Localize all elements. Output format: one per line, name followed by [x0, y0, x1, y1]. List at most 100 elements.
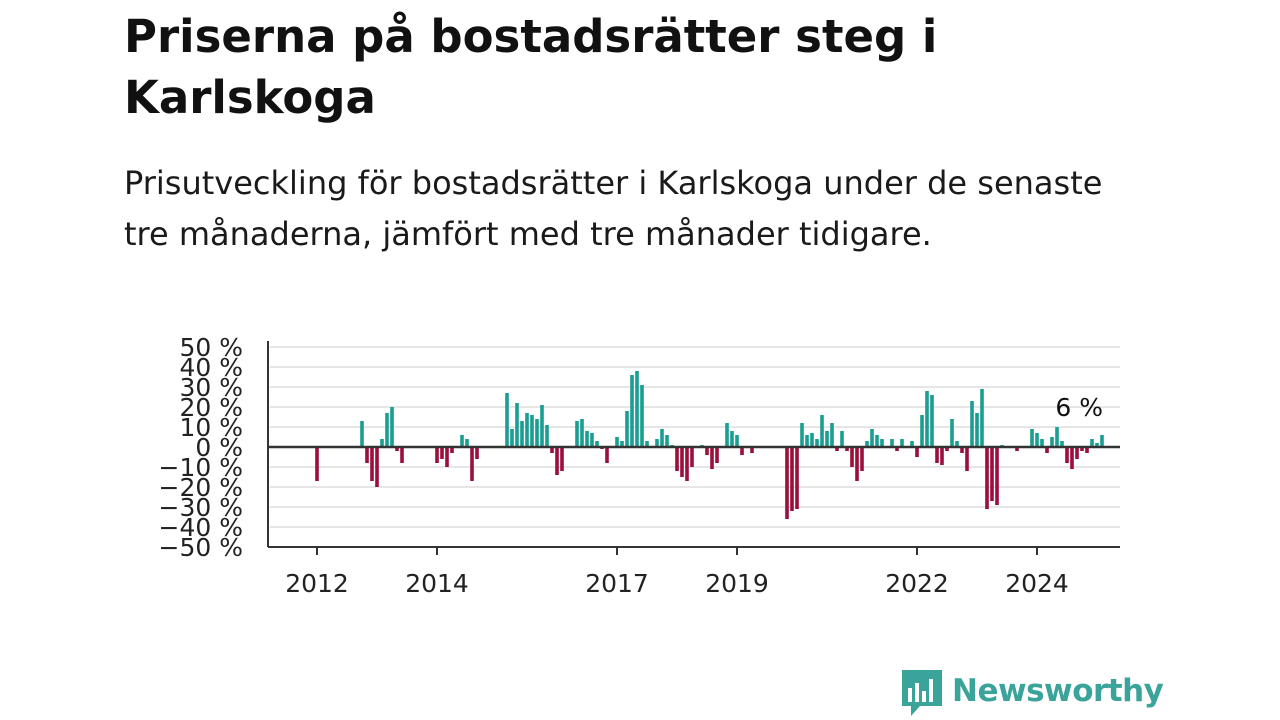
y-tick-label: −40 %: [159, 513, 243, 542]
bar: [705, 447, 709, 455]
bar: [675, 447, 679, 471]
bar: [880, 439, 884, 447]
bar: [460, 435, 464, 447]
newsworthy-logo[interactable]: Newsworthy: [902, 670, 1164, 720]
bar: [900, 439, 904, 447]
bar: [870, 429, 874, 447]
bar: [465, 439, 469, 447]
brand-name: Newsworthy: [952, 673, 1164, 709]
bar: [640, 385, 644, 447]
bar: [715, 447, 719, 463]
bar: [920, 415, 924, 447]
bar: [1070, 447, 1074, 469]
bar: [960, 447, 964, 453]
bar: [645, 441, 649, 447]
bar: [1055, 427, 1059, 447]
y-tick-label: −20 %: [159, 473, 243, 502]
bar: [925, 391, 929, 447]
bar: [585, 431, 589, 447]
bar: [365, 447, 369, 463]
bar: [510, 429, 514, 447]
bar: [375, 447, 379, 487]
bar: [740, 447, 744, 455]
bar: [380, 439, 384, 447]
bar: [685, 447, 689, 481]
bar: [850, 447, 854, 467]
bar: [635, 371, 639, 447]
bar: [895, 447, 899, 451]
bar: [1045, 447, 1049, 453]
bar: [845, 447, 849, 451]
bar: [545, 425, 549, 447]
bar: [735, 435, 739, 447]
bar: [940, 447, 944, 465]
bar: [440, 447, 444, 459]
chart-title: Priserna på bostadsrätter steg i Karlsko…: [124, 10, 938, 124]
latest-value-label: 6 %: [1055, 393, 1103, 422]
bar: [1050, 437, 1054, 447]
bar: [815, 439, 819, 447]
bar: [790, 447, 794, 511]
bar: [1085, 447, 1089, 453]
y-tick-label: 30 %: [179, 373, 243, 402]
bar: [625, 411, 629, 447]
y-tick-label: 20 %: [179, 393, 243, 422]
bar: [785, 447, 789, 519]
bar: [660, 429, 664, 447]
bar: [935, 447, 939, 463]
bar: [620, 441, 624, 447]
bar: [1060, 441, 1064, 447]
bar: [615, 437, 619, 447]
bar: [950, 419, 954, 447]
bar: [595, 441, 599, 447]
bar: [1090, 439, 1094, 447]
bar: [560, 447, 564, 471]
bar: [825, 431, 829, 447]
bar: [580, 419, 584, 447]
bar: [525, 413, 529, 447]
bar: [470, 447, 474, 481]
chart-subtitle: Prisutveckling för bostadsrätter i Karls…: [124, 164, 1103, 253]
bar: [865, 441, 869, 447]
bar: [550, 447, 554, 453]
bar: [540, 405, 544, 447]
bar: [725, 423, 729, 447]
bar: [1095, 443, 1099, 447]
bar: [810, 433, 814, 447]
y-tick-label: −50 %: [159, 533, 243, 562]
bar: [830, 423, 834, 447]
bar: [690, 447, 694, 467]
bar: [450, 447, 454, 453]
bar: [515, 403, 519, 447]
bar: [910, 441, 914, 447]
bar: [730, 431, 734, 447]
bar: [1065, 447, 1069, 463]
bar: [990, 447, 994, 501]
newsworthy-logo-icon: [902, 670, 942, 716]
bar: [390, 407, 394, 447]
bar: [530, 415, 534, 447]
bar: [995, 447, 999, 505]
bar: [965, 447, 969, 471]
x-tick-label: 2024: [1005, 569, 1069, 598]
bar: [1035, 433, 1039, 447]
y-tick-label: −10 %: [159, 453, 243, 482]
bar: [575, 421, 579, 447]
bar: [985, 447, 989, 509]
bar: [505, 393, 509, 447]
bar: [1080, 447, 1084, 451]
bar: [875, 435, 879, 447]
y-tick-label: 50 %: [179, 333, 243, 362]
bar: [860, 447, 864, 471]
bar: [750, 447, 754, 453]
bar: [1040, 439, 1044, 447]
x-tick-label: 2019: [705, 569, 769, 598]
bar: [945, 447, 949, 451]
y-tick-label: 0 %: [195, 433, 243, 462]
bar: [980, 389, 984, 447]
x-tick-label: 2014: [405, 569, 469, 598]
bar: [605, 447, 609, 463]
bar: [710, 447, 714, 469]
bar: [520, 421, 524, 447]
